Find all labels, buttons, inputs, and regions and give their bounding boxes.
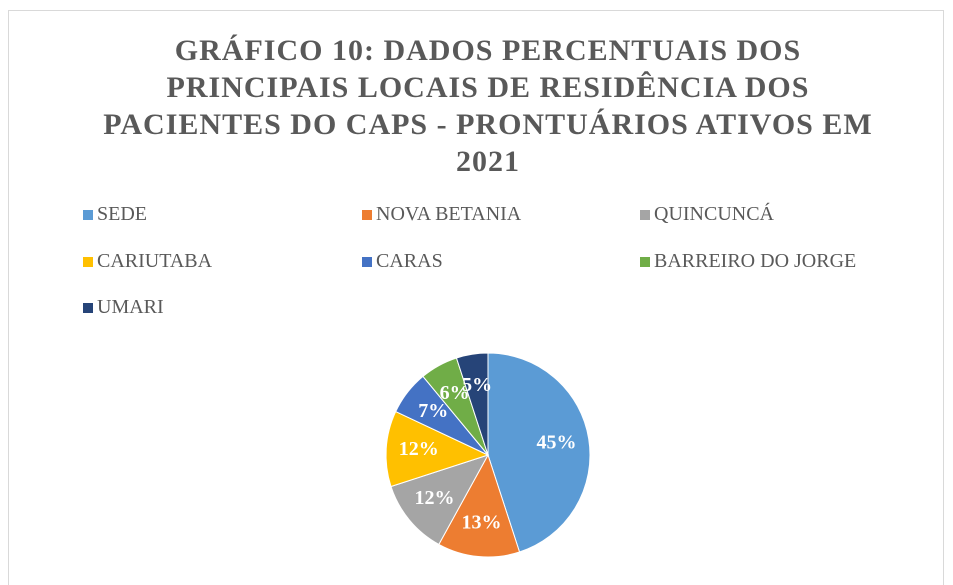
legend-swatch [362, 256, 372, 267]
legend-swatch [83, 209, 93, 220]
legend-label: NOVA BETANIA [376, 203, 522, 225]
legend-label: SEDE [97, 203, 147, 225]
legend-label: BARREIRO DO JORGE [654, 250, 857, 272]
legend-swatch [640, 256, 650, 267]
pie-slice [385, 410, 490, 488]
data-label: 6% [440, 382, 470, 404]
legend-item: QUINCUNCÁ [640, 203, 774, 226]
chart-frame [8, 10, 944, 585]
data-label: 13% [461, 512, 501, 534]
legend-item: SEDE [83, 203, 147, 226]
chart-title: GRÁFICO 10: DADOS PERCENTUAIS DOS PRINCI… [103, 34, 873, 178]
legend-swatch [640, 209, 650, 220]
pie-slice [438, 453, 521, 558]
legend-item: CARIUTABA [83, 250, 212, 273]
pie-slice [390, 454, 490, 546]
legend-label: CARAS [376, 250, 443, 272]
data-label: 45% [537, 432, 577, 454]
legend-swatch [362, 209, 372, 220]
legend-item: UMARI [83, 296, 164, 319]
data-label: 7% [418, 400, 448, 422]
legend-label: CARIUTABA [97, 250, 213, 272]
pie-slice [455, 352, 489, 456]
data-label: 12% [415, 487, 455, 509]
legend-item: CARAS [362, 250, 443, 273]
legend-swatch [83, 302, 93, 313]
legend-item: NOVA BETANIA [362, 203, 521, 226]
data-label: 5% [462, 374, 492, 396]
data-label: 12% [399, 438, 439, 460]
legend-swatch [83, 256, 93, 267]
legend-label: QUINCUNCÁ [654, 203, 774, 225]
legend-label: UMARI [97, 296, 164, 318]
legend-item: BARREIRO DO JORGE [640, 250, 856, 273]
pie-slice [487, 352, 591, 553]
